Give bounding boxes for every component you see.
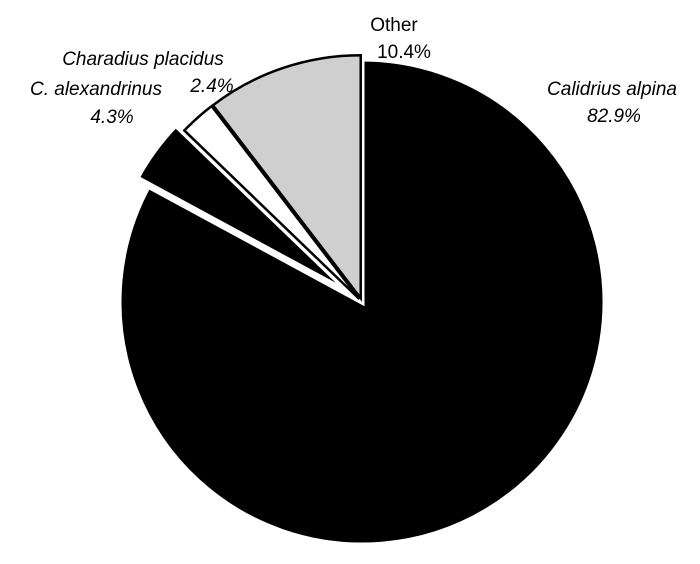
pie-slice	[211, 53, 362, 302]
pie-slice	[133, 121, 353, 296]
slice-label: Other	[370, 15, 418, 36]
pie-slice	[116, 56, 608, 548]
slice-value-label: 2.4%	[189, 76, 233, 97]
slice-value-label: 10.4%	[377, 42, 431, 63]
slice-value-label: 82.9%	[587, 106, 641, 127]
pie-slice	[182, 104, 361, 300]
slice-label: Charadius placidus	[62, 49, 224, 70]
slice-label: Calidrius alpina	[547, 79, 677, 100]
slice-label: C. alexandrinus	[30, 79, 163, 100]
slice-value-label: 4.3%	[90, 107, 133, 128]
